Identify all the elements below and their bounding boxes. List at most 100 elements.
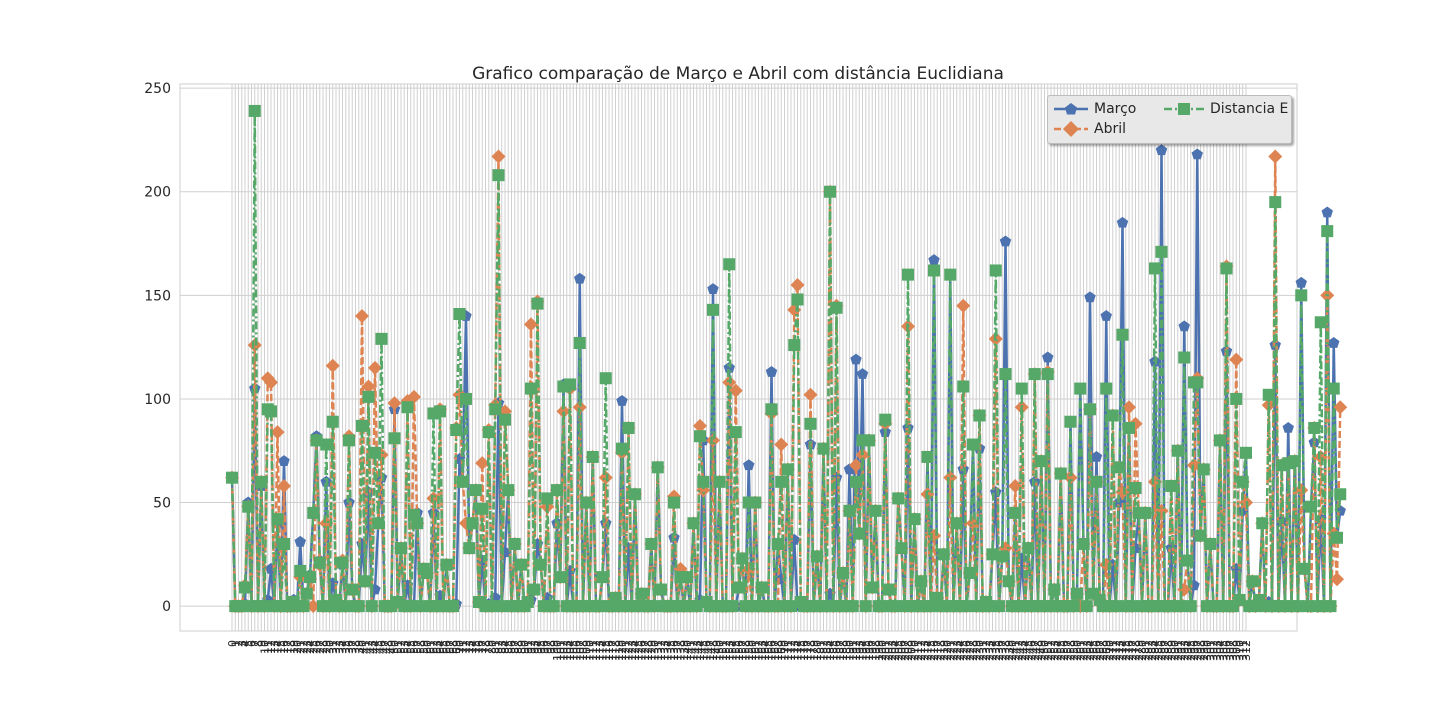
data-point	[1029, 475, 1041, 487]
data-point	[1042, 351, 1054, 363]
x-tick-label: 164	[759, 640, 772, 661]
x-tick-label: 97	[541, 640, 554, 654]
pentagon-marker-icon	[1054, 103, 1088, 115]
data-point	[1009, 506, 1022, 519]
data-point	[508, 537, 521, 550]
x-tick-label: 180	[811, 640, 824, 661]
data-point	[482, 426, 495, 439]
x-tick-label: 251	[1042, 640, 1055, 661]
data-point	[255, 475, 268, 488]
x-tick-label: 301	[1204, 640, 1217, 661]
data-point	[1295, 276, 1307, 288]
data-point	[352, 600, 365, 613]
data-point	[300, 587, 313, 600]
x-tick-label: 179	[808, 640, 821, 661]
data-point	[1015, 382, 1028, 395]
x-tick-label: 18	[285, 640, 298, 654]
x-tick-label: 157	[736, 640, 749, 661]
x-tick-label: 270	[1104, 640, 1117, 661]
x-tick-label: 163	[756, 640, 769, 661]
x-tick-label: 147	[704, 640, 717, 661]
x-tick-label: 295	[1185, 640, 1198, 661]
x-tick-label: 302	[1208, 640, 1221, 661]
x-tick-label: 89	[515, 640, 528, 654]
x-tick-label: 124	[629, 640, 642, 661]
data-point	[1256, 517, 1269, 530]
x-tick-label: 216	[928, 640, 941, 661]
data-point	[1165, 479, 1178, 492]
x-tick-label: 16	[278, 640, 291, 654]
data-point	[1080, 600, 1093, 613]
x-tick-label: 248	[1032, 640, 1045, 661]
x-tick-label: 243	[1016, 640, 1029, 661]
x-tick-label: 146	[701, 640, 714, 661]
data-point	[395, 542, 407, 555]
data-point	[817, 442, 830, 455]
x-tick-label: 279	[1133, 640, 1146, 661]
data-point	[967, 438, 979, 451]
data-point	[1008, 478, 1023, 493]
x-tick-label: 73	[463, 640, 476, 654]
data-point	[556, 404, 571, 419]
x-tick-label: 120	[616, 640, 629, 661]
x-tick-label: 103	[561, 640, 574, 661]
data-point	[486, 600, 498, 613]
x-tick-label: 9	[255, 640, 268, 647]
data-point	[791, 293, 804, 306]
x-tick-label: 66	[441, 640, 454, 654]
x-tick-label: 23	[301, 640, 314, 654]
x-tick-label: 87	[509, 640, 522, 654]
x-tick-label: 45	[372, 640, 385, 654]
x-tick-label: 309	[1230, 640, 1243, 661]
data-point	[1305, 500, 1317, 513]
x-tick-label: 19	[288, 640, 301, 654]
data-point	[1184, 600, 1197, 613]
x-tick-label: 198	[870, 640, 883, 661]
diamond-marker-icon	[1054, 121, 1088, 137]
data-point	[1308, 421, 1321, 434]
legend: Março Abril Distancia E	[1047, 95, 1292, 144]
data-point	[785, 600, 797, 613]
x-tick-label: 173	[788, 640, 801, 661]
x-tick-label: 84	[499, 640, 512, 654]
x-tick-label: 118	[610, 640, 623, 661]
x-tick-label: 201	[879, 640, 892, 661]
x-tick-label: 171	[782, 640, 795, 661]
x-tick-label: 152	[720, 640, 733, 661]
data-point	[375, 332, 388, 345]
x-tick-label: 22	[298, 640, 311, 654]
data-point	[697, 475, 710, 488]
x-tick-label: 116	[603, 640, 616, 661]
x-tick-label: 2	[233, 640, 246, 647]
x-tick-label: 186	[831, 640, 844, 661]
x-tick-label: 197	[866, 640, 879, 661]
data-point	[541, 492, 554, 505]
x-tick-label: 38	[350, 640, 363, 654]
x-tick-label: 49	[385, 640, 398, 654]
data-point	[1204, 537, 1217, 550]
x-tick-label: 155	[730, 640, 743, 661]
x-tick-label: 282	[1143, 640, 1156, 661]
x-tick-label: 256	[1058, 640, 1071, 661]
y-tick-label: 100	[144, 392, 171, 408]
x-tick-label: 175	[795, 640, 808, 661]
data-point	[1240, 446, 1252, 459]
y-axis-ticks: 0 50 100 150 200 250	[144, 81, 171, 615]
x-tick-label: 206	[896, 640, 909, 661]
x-tick-label: 105	[567, 640, 580, 661]
data-point	[1126, 600, 1139, 613]
x-tick-label: 12	[265, 640, 278, 654]
data-point	[1324, 600, 1337, 613]
x-tick-label: 17	[281, 640, 294, 654]
data-point	[986, 548, 999, 561]
x-tick-label: 215	[925, 640, 938, 661]
data-point	[768, 600, 781, 613]
data-point	[599, 372, 612, 385]
x-tick-label: 178	[805, 640, 818, 661]
data-point	[1298, 562, 1311, 575]
data-point	[726, 600, 739, 613]
x-tick-label: 258	[1065, 640, 1078, 661]
x-tick-label: 290	[1169, 640, 1182, 661]
x-tick-label: 1	[229, 640, 242, 647]
data-point	[651, 461, 664, 474]
